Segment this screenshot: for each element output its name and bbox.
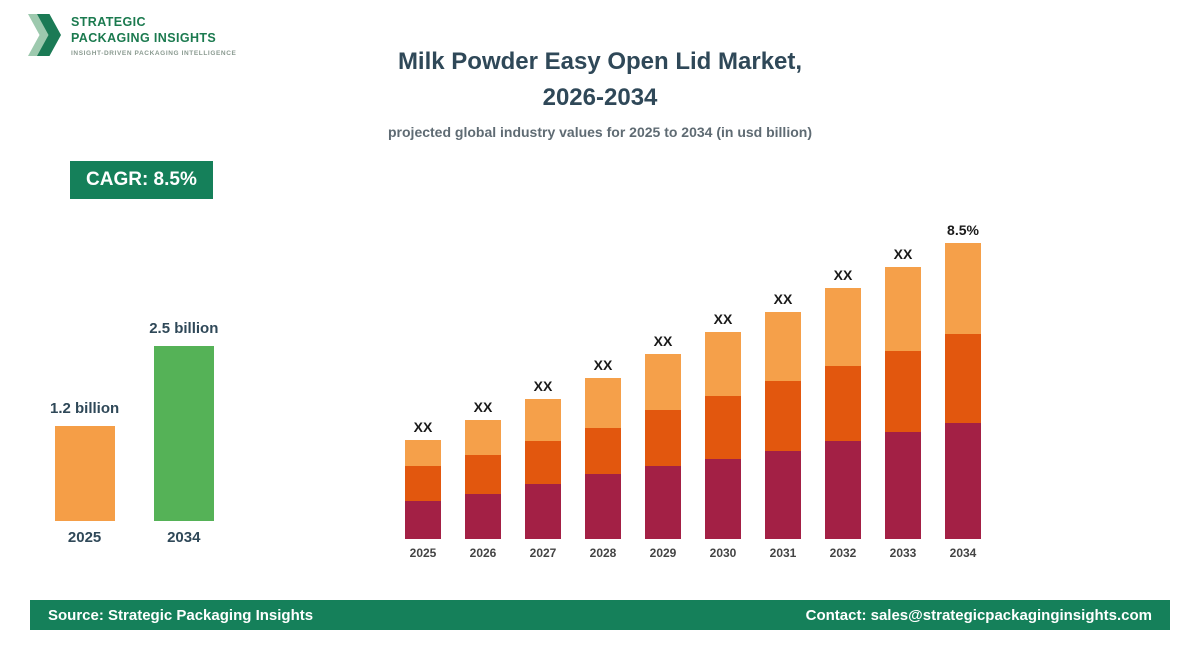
chart-title-block: Milk Powder Easy Open Lid Market, 2026-2…	[0, 44, 1200, 140]
summary-chart: 1.2 billion 2025 2.5 billion 2034	[50, 320, 218, 546]
stacked-bar-chart: XX 2025 XX 2026 XX 2027 XX 2028 XX 2029 XX 2030 XX 20…	[405, 205, 981, 561]
bar-segment-middle	[525, 441, 561, 485]
bar-year-label: 2034	[949, 546, 977, 560]
bar-segment-bottom	[705, 458, 741, 539]
summary-bar-group-2025: 1.2 billion 2025	[50, 400, 119, 546]
bar-stack	[465, 420, 501, 539]
bar-segment-bottom	[885, 432, 921, 539]
logo-name-line1: STRATEGIC	[71, 15, 146, 29]
bar-stack	[705, 332, 741, 539]
bar-group-2029: XX 2029	[645, 333, 681, 561]
bar-data-label: XX	[713, 311, 733, 328]
bar-segment-bottom	[825, 441, 861, 539]
bar-segment-middle	[705, 395, 741, 459]
bar-year-label: 2029	[649, 546, 677, 560]
bar-stack	[405, 440, 441, 539]
summary-bar-year: 2025	[67, 529, 102, 546]
bar-stack	[945, 243, 981, 539]
summary-bar-2025	[54, 426, 115, 521]
bar-year-label: 2031	[769, 546, 797, 560]
bar-segment-top	[465, 420, 501, 455]
bar-segment-bottom	[525, 484, 561, 539]
brand-logo: STRATEGIC PACKAGING INSIGHTS INSIGHT-DRI…	[28, 12, 236, 58]
bar-segment-top	[405, 440, 441, 466]
bar-segment-bottom	[465, 493, 501, 539]
bar-segment-top	[525, 398, 561, 442]
bar-segment-middle	[405, 465, 441, 501]
summary-bar-value-label: 2.5 billion	[149, 320, 219, 337]
summary-bar-value-label: 1.2 billion	[50, 400, 120, 417]
bar-year-label: 2025	[409, 546, 437, 560]
bar-stack	[645, 353, 681, 539]
bar-year-label: 2032	[829, 546, 857, 560]
bar-segment-bottom	[765, 450, 801, 539]
bar-data-label: XX	[413, 419, 433, 436]
bar-segment-top	[645, 353, 681, 410]
footer-contact: Contact: sales@strategicpackaginginsight…	[805, 606, 1152, 624]
bar-group-2033: XX 2033	[885, 246, 921, 561]
bar-year-label: 2030	[709, 546, 737, 560]
bar-stack	[765, 311, 801, 539]
logo-tagline: INSIGHT-DRIVEN PACKAGING INTELLIGENCE	[71, 50, 237, 58]
bar-year-label: 2026	[469, 546, 497, 560]
chart-title-line2: 2026-2034	[542, 84, 658, 111]
bar-segment-middle	[945, 334, 981, 424]
logo-text: STRATEGIC PACKAGING INSIGHTS INSIGHT-DRI…	[71, 12, 236, 57]
bar-group-2031: XX 2031	[765, 291, 801, 561]
bar-segment-top	[825, 288, 861, 366]
logo-name-line2: PACKAGING INSIGHTS	[71, 30, 217, 45]
bar-group-2025: XX 2025	[405, 419, 441, 561]
bar-stack	[585, 378, 621, 539]
chart-title-line1: Milk Powder Easy Open Lid Market,	[397, 48, 803, 75]
bar-data-label: XX	[473, 399, 493, 416]
bar-segment-middle	[465, 454, 501, 494]
chevron-logo-icon	[28, 12, 62, 58]
bar-segment-top	[765, 311, 801, 382]
footer-source: Source: Strategic Packaging Insights	[48, 606, 314, 624]
bar-group-2032: XX 2032	[825, 267, 861, 561]
bar-year-label: 2033	[889, 546, 917, 560]
bar-segment-bottom	[945, 423, 981, 539]
bar-segment-middle	[645, 409, 681, 467]
bar-data-label: XX	[533, 377, 553, 394]
cagr-badge: CAGR: 8.5%	[70, 161, 213, 199]
bar-segment-bottom	[405, 500, 441, 539]
bar-group-2028: XX 2028	[585, 357, 621, 561]
bar-segment-middle	[825, 365, 861, 441]
bar-data-label: XX	[833, 267, 853, 284]
bar-data-label: XX	[893, 245, 913, 262]
bar-year-label: 2028	[589, 546, 617, 560]
bar-data-label: XX	[593, 357, 613, 374]
footer-bar: Source: Strategic Packaging Insights Con…	[30, 600, 1170, 630]
bar-data-label: XX	[773, 290, 793, 307]
bar-segment-top	[945, 243, 981, 335]
bar-segment-middle	[885, 350, 921, 433]
bar-group-2026: XX 2026	[465, 399, 501, 561]
bar-stack	[885, 266, 921, 539]
bar-segment-bottom	[645, 466, 681, 539]
bar-segment-bottom	[585, 474, 621, 539]
bar-segment-middle	[585, 428, 621, 475]
bar-group-2027: XX 2027	[525, 378, 561, 561]
bar-data-label: 8.5%	[947, 222, 979, 239]
bar-segment-top	[705, 332, 741, 396]
bar-segment-top	[585, 378, 621, 429]
summary-bar-2034	[153, 346, 214, 521]
bar-stack	[825, 288, 861, 539]
bar-data-label: XX	[653, 332, 673, 349]
summary-bar-group-2034: 2.5 billion 2034	[149, 320, 218, 546]
bar-segment-middle	[765, 381, 801, 451]
bar-year-label: 2027	[529, 546, 557, 560]
bar-group-2034: 8.5% 2034	[945, 222, 981, 561]
summary-bar-year: 2034	[167, 529, 201, 546]
bar-segment-top	[885, 266, 921, 351]
chart-subtitle: projected global industry values for 202…	[388, 124, 812, 140]
bar-stack	[525, 398, 561, 539]
bar-group-2030: XX 2030	[705, 311, 741, 561]
